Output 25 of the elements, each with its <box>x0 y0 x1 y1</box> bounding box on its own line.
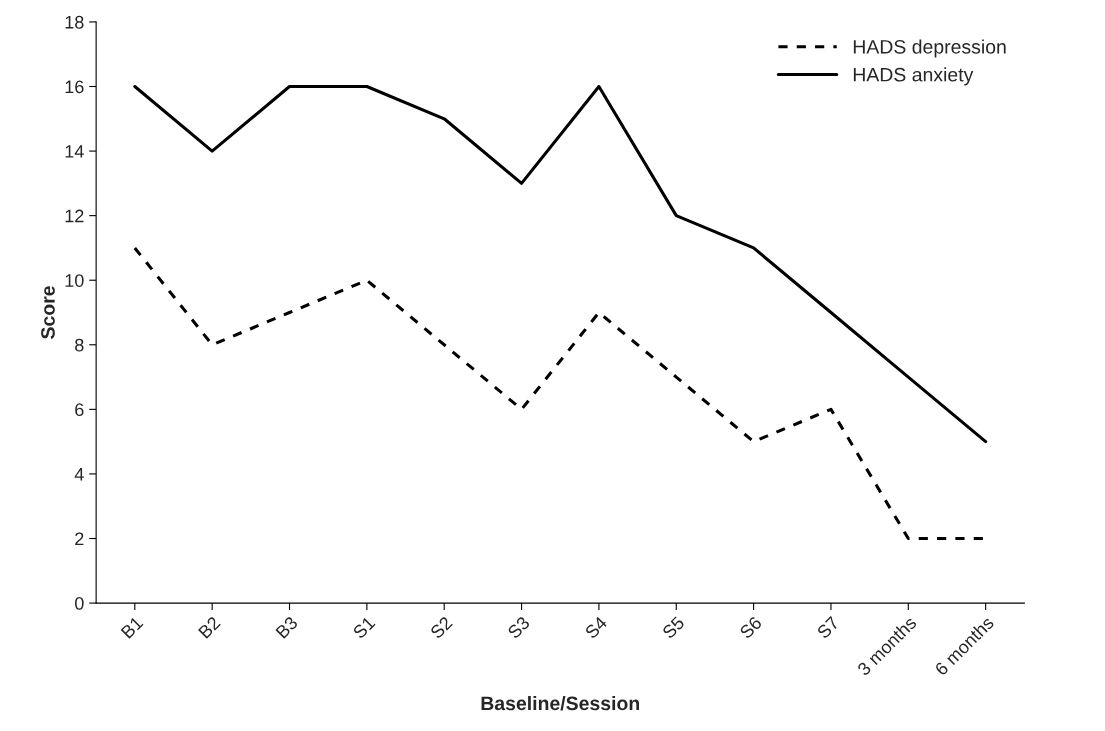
x-tick-label: S4 <box>584 615 608 640</box>
x-tick-label: B2 <box>197 615 221 639</box>
x-tick-label: B3 <box>275 615 299 639</box>
x-tick-label: S2 <box>429 615 453 640</box>
y-tick-label: 4 <box>74 468 84 481</box>
y-tick-label: 0 <box>74 597 84 610</box>
legend-label: HADS anxiety <box>853 67 974 86</box>
y-tick-label: 2 <box>75 532 84 546</box>
x-tick-label: S5 <box>661 615 686 640</box>
y-tick-label: 14 <box>65 145 84 158</box>
y-tick-label: 8 <box>75 338 84 352</box>
y-axis-title: Score <box>41 286 55 339</box>
y-tick-label: 18 <box>65 15 84 29</box>
y-tick-label: 10 <box>65 274 84 287</box>
x-axis-title: Baseline/Session <box>481 695 640 711</box>
x-tick-label: S1 <box>352 615 376 640</box>
legend-label: HADS depression <box>853 39 1006 58</box>
y-tick-label: 6 <box>75 403 84 417</box>
line-series <box>133 84 988 444</box>
y-tick-label: 12 <box>65 209 84 223</box>
x-tick-label: S7 <box>816 615 840 640</box>
y-tick-label: 16 <box>65 80 84 94</box>
x-tick-label: S3 <box>506 615 531 640</box>
x-tick-label: S6 <box>738 615 763 640</box>
x-tick-label: B1 <box>120 615 144 639</box>
